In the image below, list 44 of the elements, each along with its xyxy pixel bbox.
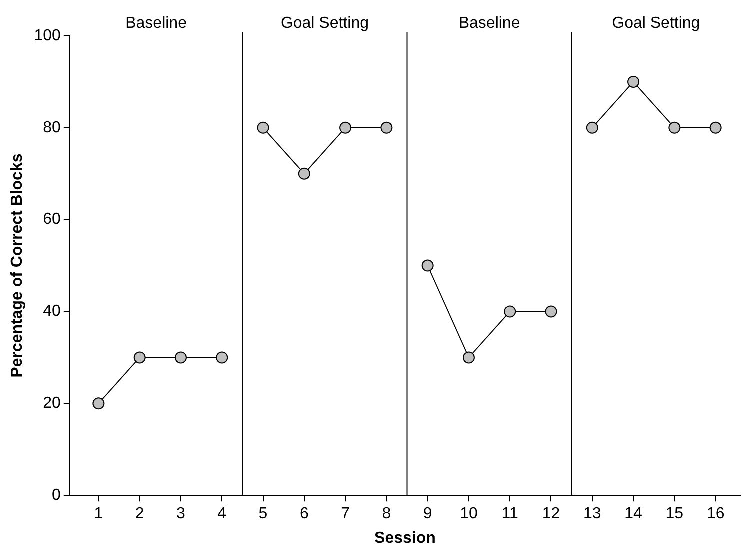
y-tick-label: 100 <box>34 27 61 44</box>
x-tick-label: 12 <box>542 506 560 523</box>
x-tick-label: 1 <box>94 506 104 523</box>
x-tick-label: 14 <box>624 506 643 523</box>
y-axis-title: Percentage of Correct Blocks <box>9 154 26 378</box>
x-tick-label: 6 <box>300 506 309 523</box>
x-tick-label: 3 <box>176 506 186 523</box>
point <box>504 306 516 318</box>
x-tick-label: 13 <box>583 506 602 523</box>
y-tick-label: 40 <box>43 303 61 320</box>
point <box>380 122 393 134</box>
point <box>92 398 105 410</box>
y-tick-label: 80 <box>43 119 61 136</box>
y-tick-label: 20 <box>43 395 61 412</box>
point <box>216 352 228 364</box>
point <box>298 168 310 180</box>
x-tick-label: 4 <box>218 506 227 523</box>
text: Goal Setting <box>612 15 700 32</box>
point <box>340 122 352 134</box>
text: Baseline <box>126 15 188 32</box>
x-tick-label: 16 <box>706 506 725 523</box>
text: Baseline <box>458 15 520 32</box>
x-tick-label: 8 <box>382 506 392 523</box>
y-tick-label: 0 <box>52 487 61 504</box>
x-axis-title: Session <box>374 530 436 547</box>
point <box>586 122 598 134</box>
x-tick-label: 15 <box>666 506 684 523</box>
point <box>462 352 475 364</box>
point <box>257 122 270 134</box>
point <box>174 352 187 364</box>
x-tick-label: 9 <box>423 506 432 523</box>
x-tick-label: 5 <box>258 506 268 523</box>
x-tick-label: 10 <box>460 506 478 523</box>
point <box>134 352 146 364</box>
x-tick-label: 11 <box>502 506 519 523</box>
point <box>628 76 640 88</box>
point <box>668 122 681 134</box>
text: Goal Setting <box>280 15 370 32</box>
x-tick-label: 7 <box>341 506 350 523</box>
y-tick-label: 60 <box>43 211 61 228</box>
x-tick-label: 2 <box>135 506 144 523</box>
point <box>422 260 434 272</box>
point <box>545 306 558 318</box>
point <box>710 122 722 134</box>
